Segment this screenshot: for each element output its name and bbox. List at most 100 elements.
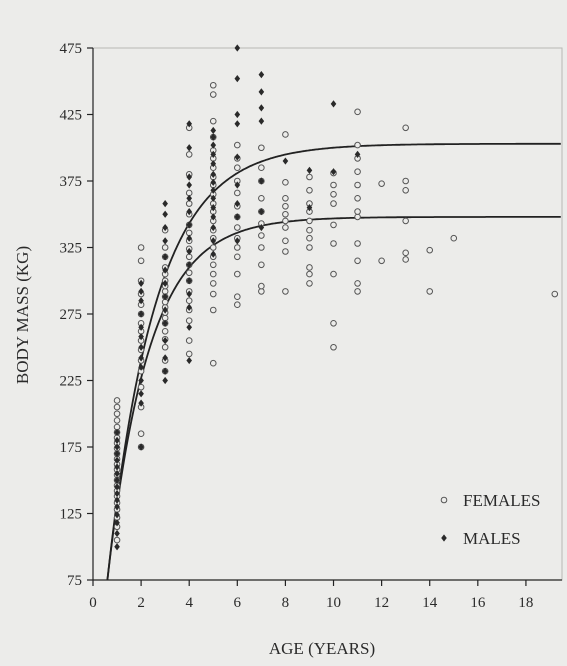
female-point: [113, 417, 121, 424]
female-point: [282, 131, 289, 138]
female-point: [137, 244, 145, 251]
female-point: [258, 232, 265, 239]
fit-curves: [106, 142, 561, 581]
female-point: [258, 288, 265, 295]
female-point: [354, 108, 361, 116]
male-point: [114, 519, 120, 527]
female-point: [354, 288, 361, 295]
y-tick-label: 425: [60, 108, 83, 124]
male-point: [162, 354, 168, 362]
female-point: [209, 280, 217, 287]
male-point: [210, 194, 217, 202]
female-point: [330, 221, 337, 229]
female-point: [282, 224, 289, 231]
male-point: [162, 200, 168, 208]
male-point: [138, 354, 144, 362]
male-point: [162, 279, 168, 288]
x-tick-label: 0: [89, 595, 97, 611]
female-point: [234, 244, 241, 251]
female-point: [402, 187, 409, 194]
female-point: [354, 240, 361, 247]
x-tick-label: 10: [326, 595, 341, 611]
female-point: [234, 224, 241, 231]
female-point: [402, 249, 409, 257]
male-point: [210, 178, 217, 186]
female-point: [258, 144, 265, 152]
male-point: [138, 376, 144, 385]
female-point: [354, 213, 361, 221]
male-point: [114, 450, 120, 458]
male-point: [210, 133, 217, 141]
female-point: [234, 189, 241, 197]
male-point: [258, 223, 265, 232]
female-point: [402, 256, 409, 263]
female-point: [354, 280, 361, 287]
male-point: [234, 153, 241, 161]
male-point: [234, 44, 241, 52]
y-tick-label: 225: [60, 374, 83, 390]
male-point: [114, 489, 120, 498]
female-point: [306, 226, 313, 234]
male-point: [234, 120, 241, 128]
male-point: [162, 266, 168, 274]
female-point: [330, 320, 337, 327]
y-tick-label: 175: [60, 440, 83, 456]
male-point: [138, 363, 144, 371]
female-point: [258, 282, 265, 290]
female-point: [258, 261, 265, 269]
male-point: [114, 511, 120, 519]
male-point: [114, 496, 120, 504]
female-point: [234, 164, 241, 171]
female-point: [209, 81, 217, 89]
male-point: [186, 323, 193, 331]
female-point: [209, 261, 217, 269]
female-point: [113, 403, 121, 411]
female-point: [450, 234, 458, 242]
female-point: [282, 248, 289, 255]
male-point: [114, 428, 120, 436]
male-point: [114, 529, 120, 538]
y-tick-label: 375: [60, 174, 83, 190]
male-point: [186, 247, 193, 256]
male-point: [258, 207, 265, 216]
female-point: [306, 264, 313, 271]
female-point: [137, 430, 145, 438]
x-tick-label: 6: [234, 595, 242, 611]
male-point: [186, 290, 193, 298]
female-point: [354, 181, 361, 189]
series-males: [114, 44, 361, 551]
male-point: [138, 443, 144, 451]
male-point: [258, 88, 265, 96]
female-point: [354, 168, 361, 175]
female-point: [282, 217, 289, 225]
male-point: [186, 234, 193, 242]
female-point: [137, 257, 145, 265]
female-point: [209, 244, 217, 251]
x-tick-label: 2: [137, 595, 145, 611]
female-point: [209, 290, 217, 298]
male-point: [114, 463, 120, 471]
male-point: [186, 303, 193, 311]
female-point: [282, 210, 289, 218]
male-point: [114, 476, 120, 484]
male-point: [186, 207, 193, 216]
female-point: [330, 270, 337, 278]
male-point: [234, 181, 241, 189]
female-point: [330, 240, 337, 247]
male-point: [210, 250, 217, 258]
male-point: [138, 287, 144, 295]
female-point: [402, 177, 409, 185]
x-tick-label: 14: [422, 595, 438, 611]
series-females: [113, 81, 559, 544]
y-tick-label: 75: [67, 573, 82, 589]
male-point: [186, 181, 193, 189]
y-tick-label: 325: [60, 241, 83, 257]
male-point: [138, 279, 144, 288]
male-point: [114, 483, 120, 491]
male-point: [210, 213, 217, 221]
female-point: [209, 117, 217, 125]
male-point: [186, 277, 193, 285]
female-point: [185, 350, 193, 358]
axes: 75 125 175 225 275 325 375 425 475 0 2 4 6 8 10 12 14 16 1…: [60, 41, 562, 611]
male-point: [186, 144, 193, 152]
